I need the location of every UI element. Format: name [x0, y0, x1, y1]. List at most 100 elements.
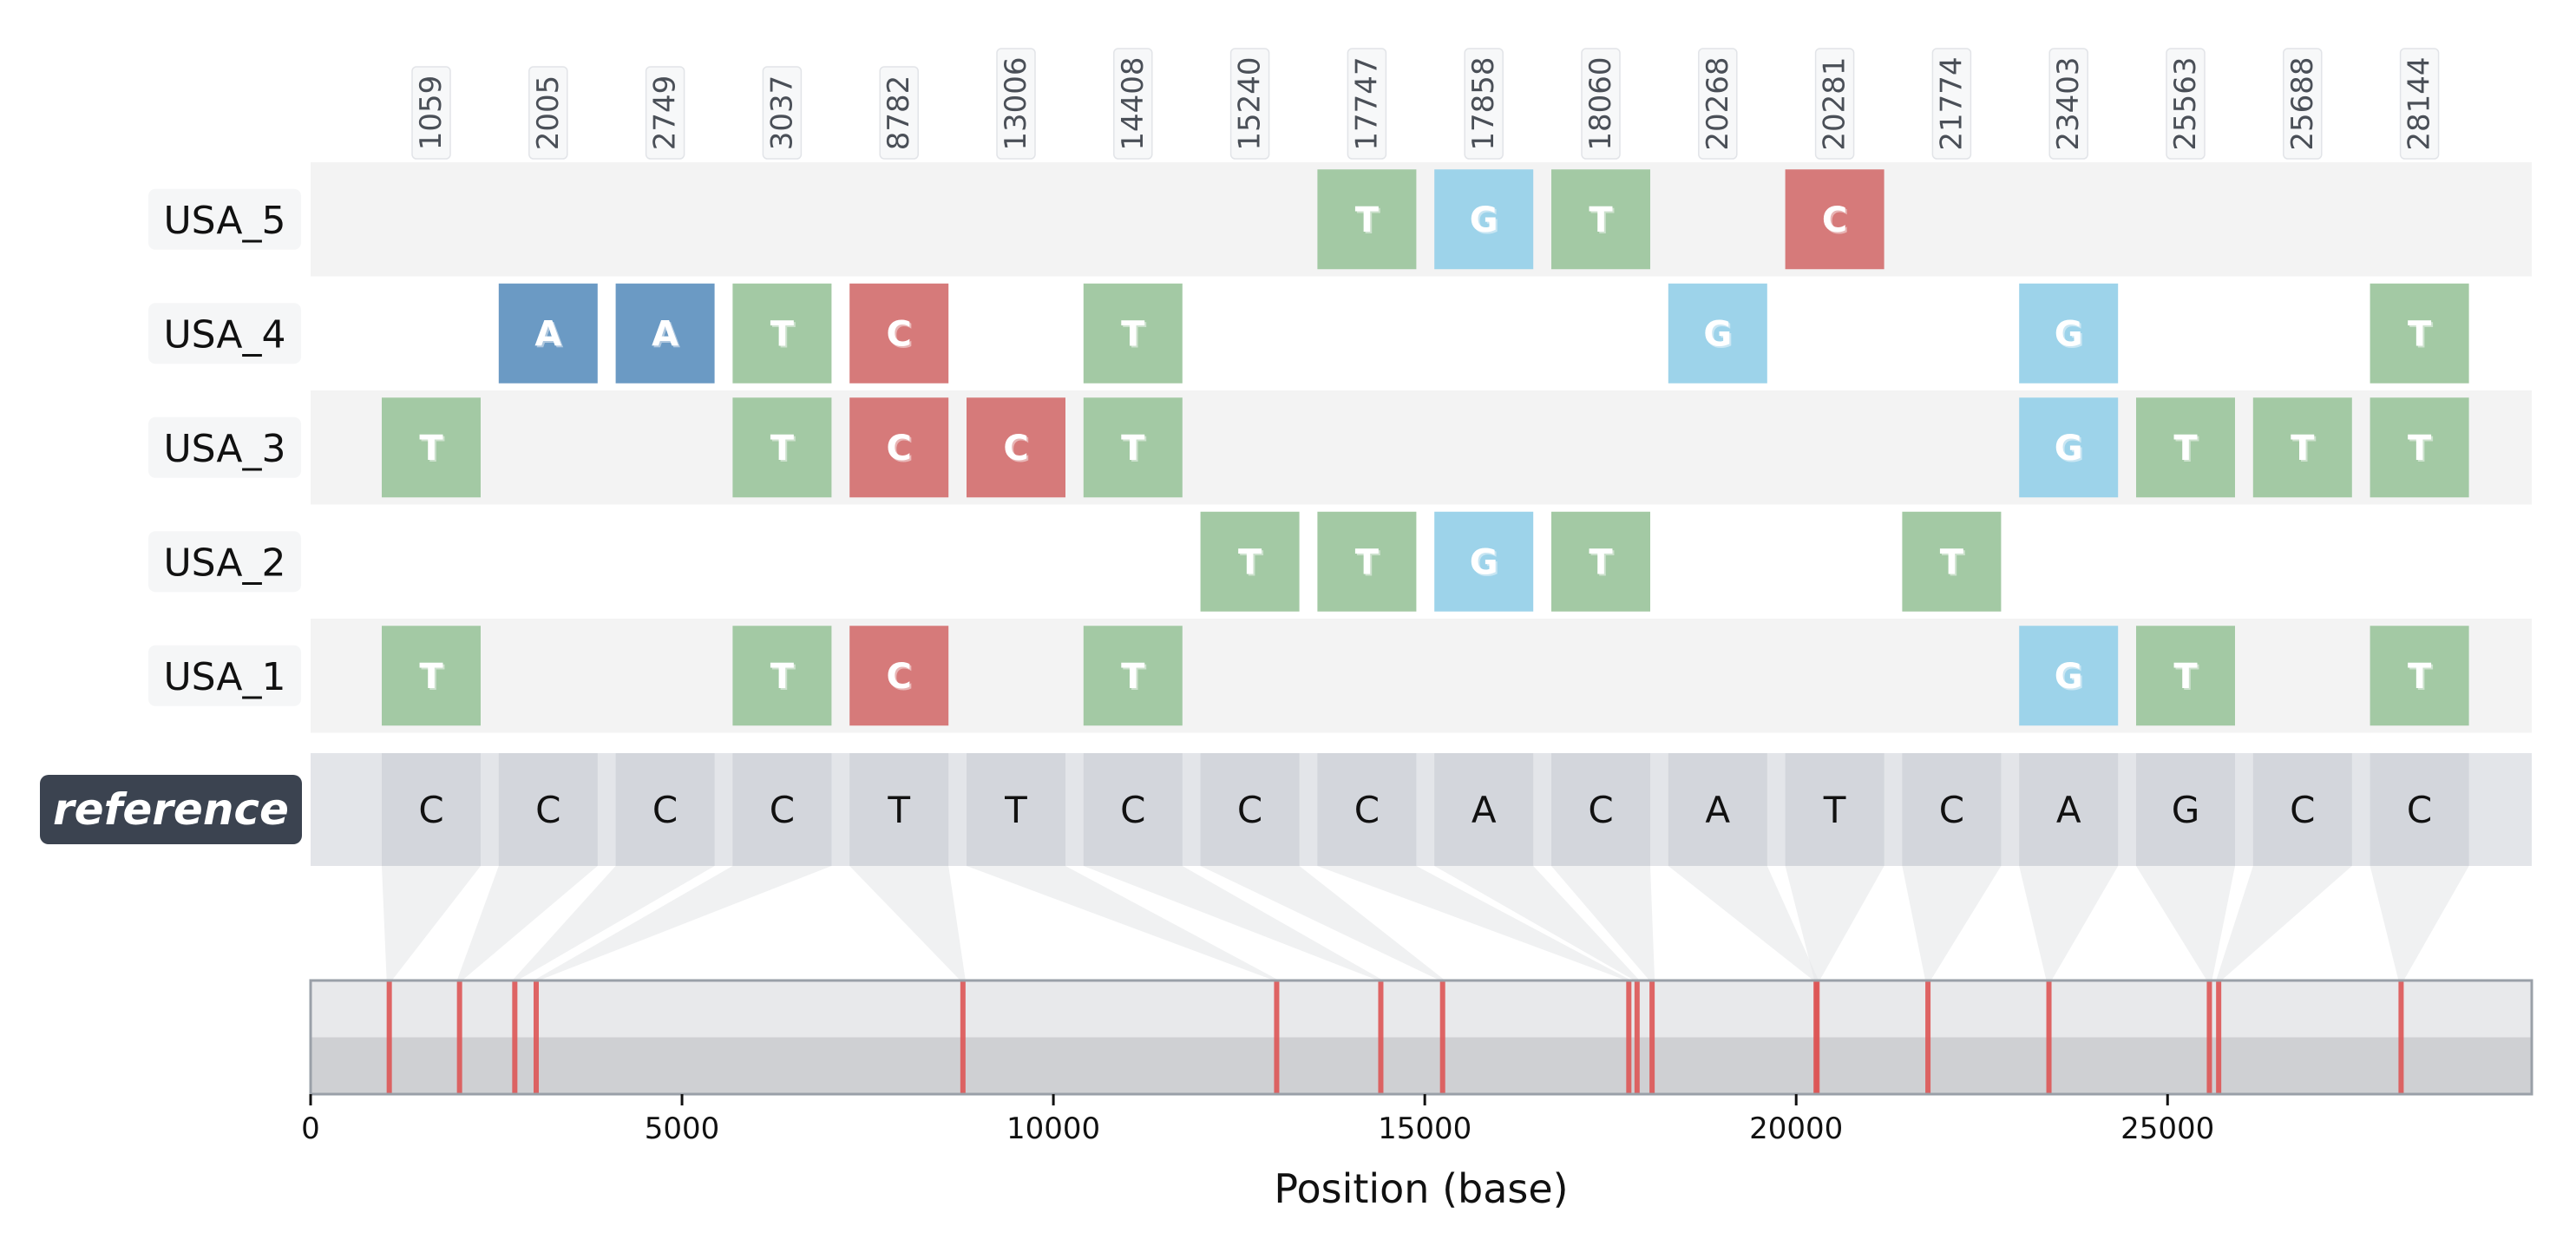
reference-label-box: [40, 775, 302, 844]
sample-label-box: [148, 303, 301, 364]
variant-base: T: [770, 314, 795, 354]
variant-base-shadow: T: [1123, 659, 1147, 698]
x-tick-label: 20000: [1749, 1111, 1843, 1146]
sample-label: USA_5: [163, 199, 285, 243]
sample-label-box: [148, 416, 301, 478]
position-labels: 1059 2005 2749 3037 8782 13006 14408 15240 17747…: [411, 48, 2440, 160]
variant-marker: [1649, 980, 1655, 1094]
variant-cell: [2019, 283, 2119, 384]
variant-base-shadow: T: [2292, 430, 2317, 470]
x-tick-label: 15000: [1378, 1111, 1472, 1146]
variant-base: G: [1703, 314, 1732, 354]
variant-base-shadow: T: [1123, 430, 1147, 470]
variant-cell: [498, 283, 598, 384]
position-label-box: [411, 66, 451, 160]
variant-base-shadow: T: [772, 659, 796, 698]
variant-base-shadow: T: [421, 430, 445, 470]
variant-base-shadow: G: [2056, 316, 2085, 356]
variant-cell: [2252, 397, 2352, 498]
reference-base: T: [1823, 789, 1846, 831]
variant-base-shadow: T: [1942, 544, 1966, 584]
variant-base-shadow: T: [1123, 316, 1147, 356]
variant-marker: [2216, 980, 2222, 1094]
variant-marker: [2206, 980, 2212, 1094]
variant-base: A: [534, 314, 561, 354]
position-label-box: [996, 48, 1036, 160]
connector-fans: [382, 866, 2469, 980]
position-label: 17858: [1466, 56, 1501, 150]
position-label: 28144: [2402, 56, 2437, 150]
sample-label: USA_1: [163, 655, 285, 699]
variant-cell: [732, 626, 832, 726]
position-label: 13006: [999, 56, 1033, 150]
variant-marker: [2398, 980, 2404, 1094]
variant-base-shadow: C: [888, 430, 914, 470]
connector-fan: [967, 866, 1280, 980]
position-label-box: [1698, 48, 1738, 160]
genome-track-frame: [309, 979, 2533, 1096]
x-tick-label: 25000: [2120, 1111, 2214, 1146]
variant-marker: [1814, 980, 1820, 1094]
variant-base: G: [2055, 657, 2083, 697]
variant-base: T: [1121, 429, 1145, 469]
variant-cell: [1083, 397, 1183, 498]
variant-base-shadow: C: [888, 316, 914, 356]
reference-base: A: [1705, 789, 1730, 831]
x-tick-label: 10000: [1006, 1111, 1100, 1146]
position-label: 3037: [764, 75, 799, 151]
variant-base-shadow: T: [421, 659, 445, 698]
position-label: 8782: [882, 75, 916, 151]
reference-cell: [849, 753, 949, 866]
reference-cell: [967, 753, 1065, 866]
variant-cell: [849, 626, 949, 726]
variant-base-shadow: T: [772, 316, 796, 356]
variant-base: T: [419, 429, 443, 469]
variant-base: C: [887, 314, 912, 354]
variant-cell: [1668, 283, 1767, 384]
variant-base-shadow: T: [2409, 659, 2434, 698]
connector-fan: [2019, 866, 2119, 980]
variant-marker: [1634, 980, 1640, 1094]
reference-cell: [2252, 753, 2352, 866]
x-tick-label: 5000: [645, 1111, 720, 1146]
variant-base-shadow: T: [2409, 316, 2434, 356]
variant-base: C: [887, 657, 912, 697]
reference-cell: [732, 753, 832, 866]
position-label-box: [1814, 48, 1855, 160]
position-label: 15240: [1233, 56, 1268, 150]
variant-cell: [1551, 169, 1650, 270]
variant-base: T: [2291, 429, 2315, 469]
variant-marker: [1378, 980, 1384, 1094]
position-label: 1059: [414, 75, 449, 151]
variant-cell: [382, 397, 481, 498]
position-label: 18060: [1583, 56, 1618, 150]
reference-cell: [2136, 753, 2235, 866]
sample-labels: USA_5 USA_4 USA_3 USA_2 USA_1 reference: [40, 188, 302, 844]
variant-cell: [1317, 169, 1417, 270]
variant-base: G: [1470, 542, 1498, 582]
variant-cell: [1200, 511, 1300, 612]
reference-base: G: [2172, 789, 2200, 831]
reference-cell: [1668, 753, 1767, 866]
reference-base: C: [1237, 789, 1262, 831]
reference-cell: [1083, 753, 1183, 866]
reference-cell: [615, 753, 715, 866]
genome-track-upper: [311, 980, 2532, 1038]
variant-base-shadow: C: [1824, 202, 1849, 242]
position-label-box: [645, 66, 685, 160]
position-label: 25688: [2285, 56, 2320, 150]
variant-base-shadow: G: [1705, 316, 1734, 356]
variant-cell: [1551, 511, 1650, 612]
variant-base: T: [1121, 314, 1145, 354]
variant-base-shadow: T: [1357, 544, 1381, 584]
variant-marker: [1439, 980, 1445, 1094]
sample-label: USA_2: [163, 541, 285, 585]
position-label: 14408: [1116, 56, 1150, 150]
variant-base-shadow: A: [653, 316, 680, 356]
variant-marker: [1925, 980, 1931, 1094]
variant-base-shadow: C: [888, 659, 914, 698]
variant-cell: [1083, 626, 1183, 726]
connector-fan: [1434, 866, 1640, 980]
variant-base-shadow: T: [2175, 430, 2199, 470]
